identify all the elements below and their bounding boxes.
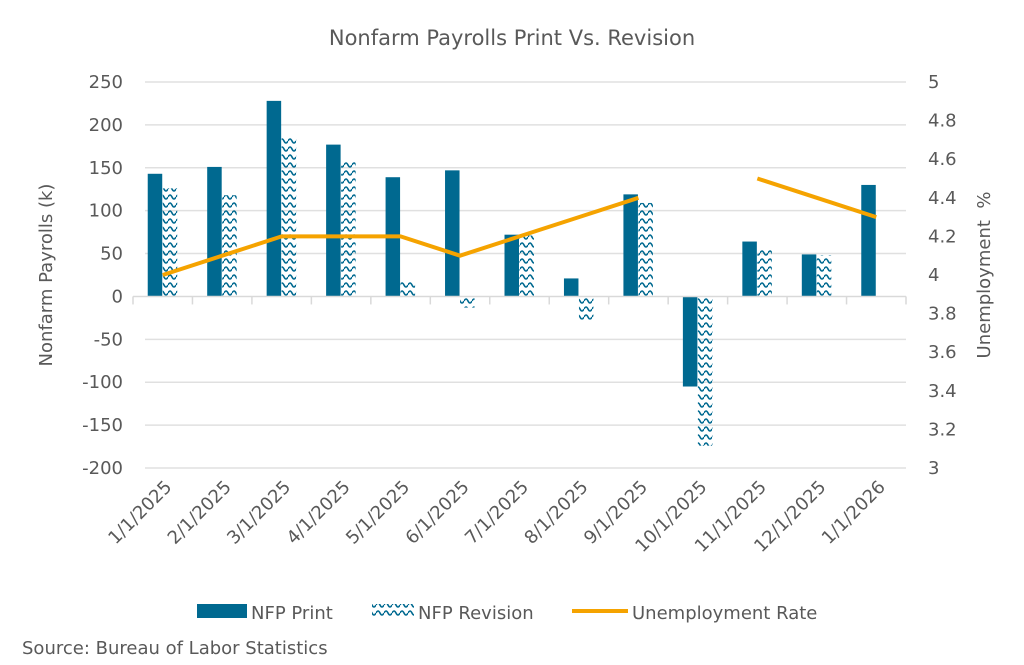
x-tick-label: 1/1/2025 <box>104 477 176 549</box>
legend: NFP Print NFP Revision Unemployment Rate <box>197 603 817 624</box>
x-tick-label: 3/1/2025 <box>223 477 295 549</box>
left-tick-label: 0 <box>112 286 123 307</box>
right-tick-label: 4.4 <box>928 188 957 209</box>
left-tick-label: 100 <box>89 201 123 222</box>
bar-nfp-revision <box>638 202 653 297</box>
left-tick-label: -200 <box>82 458 123 479</box>
bar-nfp-print <box>861 184 876 297</box>
right-tick-label: 3.6 <box>928 342 957 363</box>
x-tick-label: 1/1/2026 <box>818 477 890 549</box>
legend-label-nfp-print: NFP Print <box>251 603 333 624</box>
bar-nfp-print <box>504 234 519 297</box>
bars <box>147 100 876 446</box>
right-tick-label: 4.2 <box>928 226 957 247</box>
bar-nfp-revision <box>341 160 356 297</box>
bar-nfp-revision <box>757 248 772 297</box>
x-tick-label: 7/1/2025 <box>461 477 533 549</box>
legend-swatch-nfp-revision <box>372 604 414 618</box>
bar-nfp-print <box>207 166 222 297</box>
unemployment-line-segment <box>162 195 640 277</box>
bar-nfp-revision <box>578 296 594 320</box>
bar-nfp-print <box>742 241 757 297</box>
bar-nfp-print <box>563 278 579 297</box>
right-axis-label: Unemployment % <box>974 192 995 359</box>
left-tick-label: -150 <box>82 415 123 436</box>
left-tick-label: -100 <box>82 372 123 393</box>
left-tick-label: 50 <box>100 244 123 265</box>
x-tick-label: 8/1/2025 <box>520 477 592 549</box>
x-axis: 1/1/20252/1/20253/1/20254/1/20255/1/2025… <box>104 295 907 557</box>
x-tick-label: 4/1/2025 <box>283 477 355 549</box>
bar-nfp-revision <box>222 195 237 297</box>
bar-nfp-print <box>266 100 282 297</box>
legend-label-unemployment: Unemployment Rate <box>632 603 817 624</box>
bar-nfp-print <box>445 170 460 297</box>
bar-nfp-print <box>326 144 341 297</box>
unemployment-line-segment <box>756 176 877 220</box>
source-note: Source: Bureau of Labor Statistics <box>22 638 328 659</box>
right-tick-label: 5 <box>928 72 939 93</box>
left-tick-label: -50 <box>94 329 123 350</box>
bar-nfp-print <box>801 254 817 297</box>
x-tick-label: 2/1/2025 <box>164 477 236 549</box>
left-axis-ticks: 250 200 150 100 50 0 -50 -100 -150 -200 <box>82 72 123 479</box>
unemployment-line <box>162 176 877 277</box>
bar-nfp-print <box>682 296 698 387</box>
right-tick-label: 3.2 <box>928 419 957 440</box>
right-axis-ticks: 5 4.8 4.6 4.4 4.2 4 3.8 3.6 3.4 3.2 3 <box>928 72 957 479</box>
right-tick-label: 3.4 <box>928 381 957 402</box>
bar-nfp-revision <box>162 188 178 297</box>
legend-label-nfp-revision: NFP Revision <box>418 603 534 624</box>
right-tick-label: 3 <box>928 458 939 479</box>
bar-nfp-revision <box>697 296 713 446</box>
bar-nfp-revision <box>281 137 297 297</box>
left-tick-label: 150 <box>89 158 123 179</box>
bar-nfp-print <box>147 173 163 297</box>
right-tick-label: 4.8 <box>928 111 957 132</box>
legend-swatch-nfp-print <box>197 604 247 618</box>
x-tick-label: 5/1/2025 <box>342 477 414 549</box>
left-tick-label: 200 <box>89 115 123 136</box>
bar-nfp-revision <box>400 280 416 297</box>
bar-nfp-revision <box>519 235 534 297</box>
right-tick-label: 4.6 <box>928 149 957 170</box>
right-tick-label: 4 <box>928 265 939 286</box>
bar-nfp-revision <box>460 296 475 308</box>
bar-nfp-revision <box>816 255 832 297</box>
chart-title: Nonfarm Payrolls Print Vs. Revision <box>329 26 695 50</box>
left-axis-label: Nonfarm Payrolls (k) <box>36 184 57 367</box>
x-tick-label: 6/1/2025 <box>402 477 474 549</box>
right-tick-label: 3.8 <box>928 304 957 325</box>
left-tick-label: 250 <box>89 72 123 93</box>
bar-nfp-print <box>623 194 638 297</box>
